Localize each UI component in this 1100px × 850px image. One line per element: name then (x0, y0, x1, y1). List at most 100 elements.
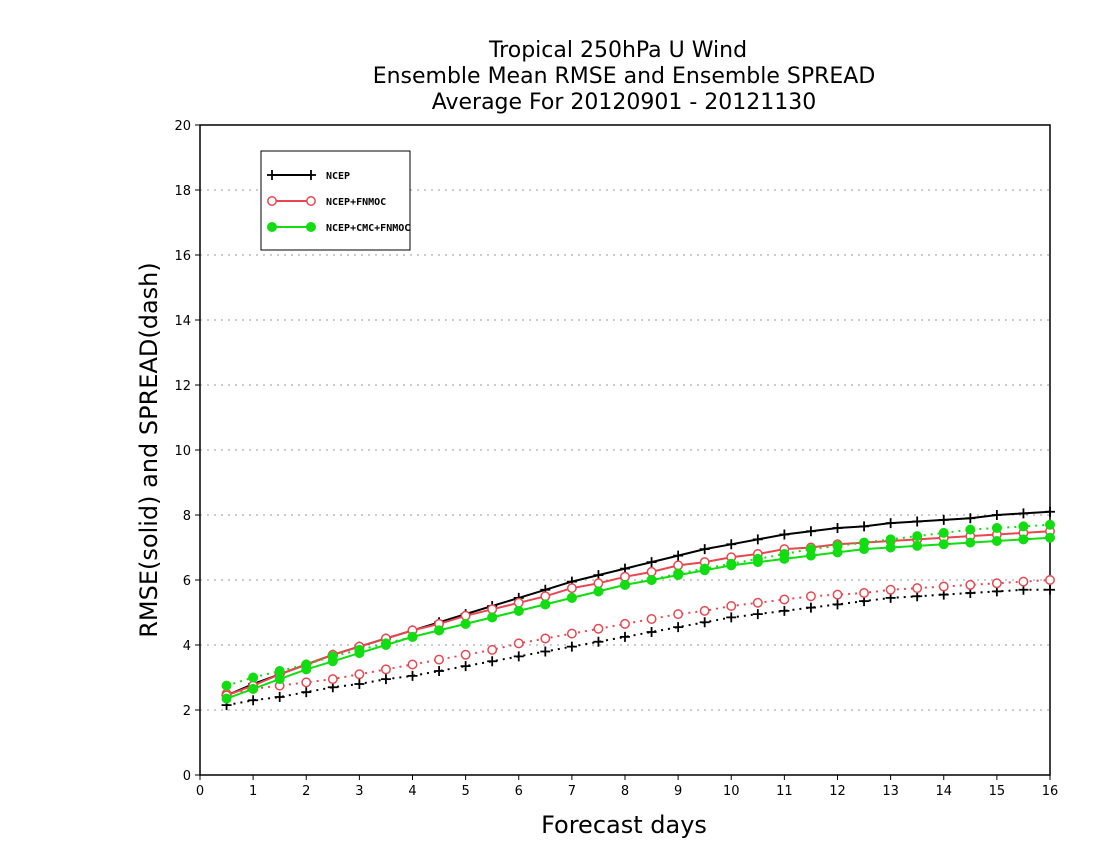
ncep-fnmoc-spread-point (726, 601, 737, 611)
legend-marker (306, 196, 316, 206)
ncep-fnmoc-rmse-point (593, 578, 604, 589)
ncep-cmc-fnmoc-rmse-point (699, 565, 710, 576)
y-tick-label: 6 (183, 574, 191, 589)
ncep-cmc-fnmoc-rmse-point (221, 693, 232, 704)
series-lines (221, 506, 1055, 711)
ncep-spread-point (248, 695, 259, 706)
ncep-fnmoc-spread-point (593, 623, 604, 634)
chart-title-line-1: Tropical 250hPa U Wind (488, 38, 747, 63)
ncep-fnmoc-spread-point (805, 591, 816, 602)
ncep-cmc-fnmoc-rmse-point (885, 542, 896, 553)
x-tick-label: 3 (355, 784, 363, 799)
ncep-cmc-fnmoc-rmse-point (805, 550, 816, 561)
ncep-spread-point (513, 651, 524, 662)
y-tick-label: 12 (174, 379, 191, 394)
ncep-cmc-fnmoc-rmse-point (991, 536, 1002, 546)
ncep-fnmoc-rmse-point (540, 591, 551, 602)
ncep-cmc-fnmoc-rmse-point (779, 553, 790, 564)
legend: NCEP NCEP+FNMOC NCEP+CMC+FNMOC (260, 150, 411, 251)
ncep-rmse-point (885, 518, 896, 529)
ncep-rmse-point (673, 550, 684, 561)
legend-label: NCEP (326, 171, 350, 182)
ncep-fnmoc-spread-point (301, 677, 312, 688)
ncep-fnmoc-spread-point (779, 594, 790, 605)
ncep-cmc-fnmoc-rmse-point (673, 570, 684, 581)
ncep-spread-point (646, 627, 657, 637)
ncep-cmc-fnmoc-spread-point (248, 672, 259, 683)
ncep-spread-point (460, 661, 471, 672)
ncep-fnmoc-spread-point (832, 589, 843, 600)
ncep-cmc-fnmoc-rmse-point (752, 557, 763, 568)
ncep-fnmoc-rmse-point (513, 597, 524, 608)
ncep-fnmoc-rmse-point (646, 566, 657, 577)
ncep-spread-point (620, 631, 630, 642)
y-tick-label: 0 (183, 769, 191, 784)
ncep-cmc-fnmoc-rmse-point (380, 640, 391, 650)
ncep-cmc-fnmoc-spread-point (938, 527, 949, 538)
ncep-rmse-point (646, 557, 657, 568)
ncep-fnmoc-spread-point (991, 578, 1002, 589)
ncep-rmse-point (752, 534, 763, 545)
ncep-fnmoc-rmse-point (620, 571, 630, 582)
legend-item-ncep-cmc-fnmoc: NCEP+CMC+FNMOC (267, 222, 410, 234)
ncep-fnmoc-spread-point (380, 664, 391, 675)
ncep-cmc-fnmoc-rmse-point (593, 586, 604, 597)
ncep-cmc-fnmoc-rmse-point (248, 683, 259, 694)
ncep-rmse-point (859, 521, 870, 532)
ncep-fnmoc-rmse-point (460, 610, 471, 621)
x-tick-label: 2 (302, 784, 310, 799)
x-tick-label: 4 (408, 784, 416, 799)
x-tick-label: 7 (568, 784, 576, 799)
y-axis-label: RMSE(solid) and SPREAD(dash) (135, 262, 163, 638)
ncep-cmc-fnmoc-rmse-point (1018, 534, 1029, 545)
legend-marker (267, 170, 277, 180)
ncep-fnmoc-spread-point (434, 654, 445, 665)
ncep-fnmoc-spread-point (1045, 575, 1055, 585)
ncep-cmc-fnmoc-spread-point (965, 524, 976, 535)
ncep-fnmoc-rmse-point (673, 560, 684, 571)
x-tick-label: 8 (621, 784, 629, 799)
x-tick-label: 6 (515, 784, 523, 799)
x-tick-label: 11 (776, 784, 793, 799)
ncep-fnmoc-spread-point (859, 588, 870, 598)
ncep-cmc-fnmoc-rmse-point (354, 648, 365, 659)
ncep-rmse-point (779, 529, 790, 540)
ncep-cmc-fnmoc-rmse-point (540, 599, 551, 610)
legend-item-ncep: NCEP (267, 170, 350, 182)
ncep-spread-point (380, 674, 391, 685)
ncep-fnmoc-spread-point (752, 597, 763, 608)
ncep-rmse-point (832, 523, 843, 533)
ncep-cmc-fnmoc-spread-point (221, 680, 232, 691)
ncep-rmse-point (991, 510, 1002, 520)
legend-marker (267, 222, 277, 232)
ncep-spread-point (752, 609, 763, 620)
ncep-cmc-fnmoc-spread-point (991, 523, 1002, 533)
ncep-fnmoc-spread-point (487, 644, 498, 655)
y-tick-label: 4 (183, 639, 191, 654)
ncep-fnmoc-spread-point (540, 633, 551, 644)
ncep-fnmoc-spread-point (354, 669, 365, 680)
ncep-cmc-fnmoc-rmse-point (301, 664, 312, 675)
ncep-cmc-fnmoc-rmse-point (726, 560, 737, 571)
ncep-spread-point (487, 656, 498, 667)
ncep-spread-point (354, 679, 365, 689)
ncep-spread-point (832, 599, 843, 610)
ncep-cmc-fnmoc-rmse-point (912, 540, 923, 551)
chart-title-line-3: Average For 20120901 - 20121130 (432, 90, 817, 115)
ncep-rmse-point (965, 513, 976, 524)
ncep-spread-point (805, 602, 816, 613)
ncep-fnmoc-spread-point (646, 614, 657, 624)
ncep-cmc-fnmoc-rmse-point (646, 575, 657, 585)
y-tick-label: 14 (174, 314, 191, 329)
ncep-fnmoc-spread-point (699, 605, 710, 616)
ncep-cmc-fnmoc-rmse-point (620, 579, 630, 590)
ncep-cmc-fnmoc-spread-line (226, 523, 1051, 687)
ncep-rmse-point (726, 539, 737, 550)
ncep-cmc-fnmoc-rmse-line (226, 536, 1051, 700)
x-tick-label: 0 (196, 784, 204, 799)
ncep-fnmoc-spread-point (885, 584, 896, 595)
ncep-rmse-point (912, 516, 923, 527)
ncep-cmc-fnmoc-rmse-point (832, 547, 843, 558)
